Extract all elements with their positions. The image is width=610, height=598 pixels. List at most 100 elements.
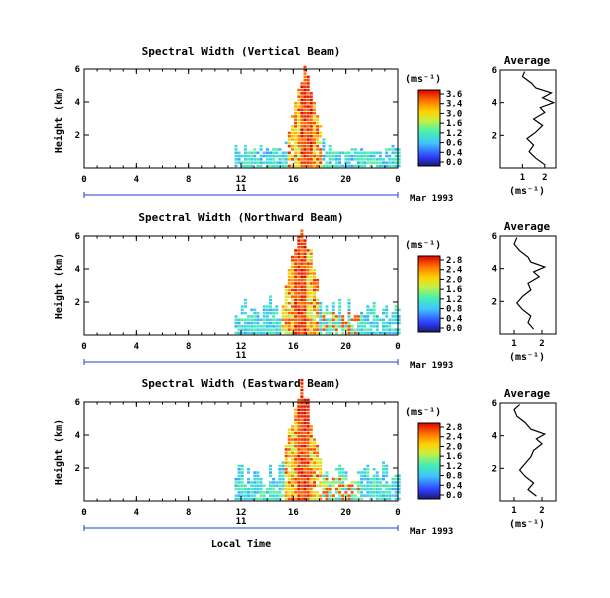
heat-cell bbox=[347, 328, 351, 331]
heat-cell bbox=[306, 315, 310, 318]
heat-cell bbox=[300, 272, 304, 275]
heatmap-data bbox=[234, 65, 401, 168]
heat-cell bbox=[306, 78, 310, 82]
heat-cell bbox=[366, 484, 370, 487]
heat-cell bbox=[347, 298, 351, 302]
heat-cell bbox=[397, 484, 401, 487]
heat-cell bbox=[316, 278, 320, 282]
heat-cell bbox=[363, 321, 367, 325]
heat-cell bbox=[247, 158, 250, 161]
heat-cell bbox=[328, 487, 332, 491]
heat-cell bbox=[297, 418, 301, 421]
heat-cell bbox=[394, 481, 398, 484]
heat-cell bbox=[334, 315, 338, 318]
heat-cell bbox=[325, 328, 329, 331]
heat-cell bbox=[291, 295, 294, 298]
heat-cell bbox=[313, 474, 316, 478]
heat-cell bbox=[294, 148, 298, 151]
heat-cell bbox=[275, 148, 279, 151]
heat-cell bbox=[303, 398, 307, 402]
heat-cell bbox=[328, 494, 332, 497]
heat-cell bbox=[294, 111, 298, 115]
heat-cell bbox=[243, 305, 247, 308]
heat-cell bbox=[322, 141, 326, 145]
heat-cell bbox=[306, 435, 310, 438]
heat-cell bbox=[287, 272, 291, 275]
heat-cell bbox=[306, 252, 310, 255]
heat-cell bbox=[309, 285, 313, 288]
date-label: Mar 1993 bbox=[410, 361, 453, 371]
heat-cell bbox=[313, 494, 316, 497]
heat-cell bbox=[334, 325, 338, 328]
day-label: 11 bbox=[236, 517, 247, 527]
heat-cell bbox=[334, 151, 338, 154]
heat-cell bbox=[297, 477, 301, 481]
heat-cell bbox=[303, 288, 307, 292]
heat-cell bbox=[306, 471, 310, 474]
heat-cell bbox=[382, 328, 385, 331]
heat-cell bbox=[250, 491, 254, 494]
heat-cell bbox=[275, 321, 279, 325]
heat-cell bbox=[300, 265, 304, 269]
heat-cell bbox=[259, 164, 263, 168]
heat-cell bbox=[385, 497, 389, 501]
heat-cell bbox=[297, 95, 301, 98]
heat-cell bbox=[322, 328, 326, 331]
heat-cell bbox=[375, 491, 379, 494]
heat-cell bbox=[269, 318, 272, 321]
heat-cell bbox=[397, 158, 401, 161]
heat-cell bbox=[287, 135, 291, 138]
heat-cell bbox=[237, 474, 241, 478]
heat-cell bbox=[325, 305, 329, 308]
heat-cell bbox=[300, 144, 304, 148]
heat-cell bbox=[316, 282, 320, 285]
heat-cell bbox=[237, 158, 241, 161]
heat-cell bbox=[269, 464, 272, 468]
heat-cell bbox=[319, 161, 323, 164]
heat-cell bbox=[275, 328, 279, 331]
heat-cell bbox=[269, 302, 272, 305]
heat-cell bbox=[347, 484, 351, 487]
heat-cell bbox=[287, 431, 291, 435]
heat-cell bbox=[397, 321, 401, 325]
heat-cell bbox=[372, 481, 376, 484]
heat-cell bbox=[240, 484, 244, 487]
heat-cell bbox=[303, 405, 307, 408]
heat-cell bbox=[297, 497, 301, 501]
heat-cell bbox=[303, 249, 307, 252]
heat-cell bbox=[300, 392, 304, 395]
heat-cell bbox=[322, 321, 326, 325]
heat-cell bbox=[303, 311, 307, 315]
heat-cell bbox=[291, 325, 294, 328]
heat-cell bbox=[294, 262, 298, 265]
heat-cell bbox=[306, 477, 310, 481]
avg-profile-line bbox=[513, 237, 547, 330]
heat-cell bbox=[341, 471, 345, 474]
heat-cell bbox=[240, 154, 244, 158]
heat-cell bbox=[284, 458, 288, 461]
heat-cell bbox=[300, 311, 304, 315]
heat-cell bbox=[250, 164, 254, 168]
heat-cell bbox=[313, 272, 316, 275]
heat-cell bbox=[291, 302, 294, 305]
heat-cell bbox=[372, 487, 376, 491]
heat-cell bbox=[385, 494, 389, 497]
heat-cell bbox=[303, 242, 307, 246]
heat-cell bbox=[303, 278, 307, 282]
heat-cell bbox=[278, 468, 282, 471]
y-tick-label: 2 bbox=[75, 464, 80, 474]
heat-cell bbox=[316, 288, 320, 292]
heat-cell bbox=[243, 302, 247, 305]
heat-cell bbox=[397, 477, 401, 481]
heat-cell bbox=[294, 138, 298, 141]
heat-cell bbox=[303, 239, 307, 242]
heat-cell bbox=[385, 484, 389, 487]
heat-cell bbox=[300, 88, 304, 92]
avg-title: Average bbox=[504, 387, 551, 400]
heat-cell bbox=[297, 444, 301, 448]
heat-cell bbox=[237, 497, 241, 501]
heat-cell bbox=[306, 484, 310, 487]
heat-cell bbox=[397, 491, 401, 494]
heat-cell bbox=[269, 295, 272, 298]
